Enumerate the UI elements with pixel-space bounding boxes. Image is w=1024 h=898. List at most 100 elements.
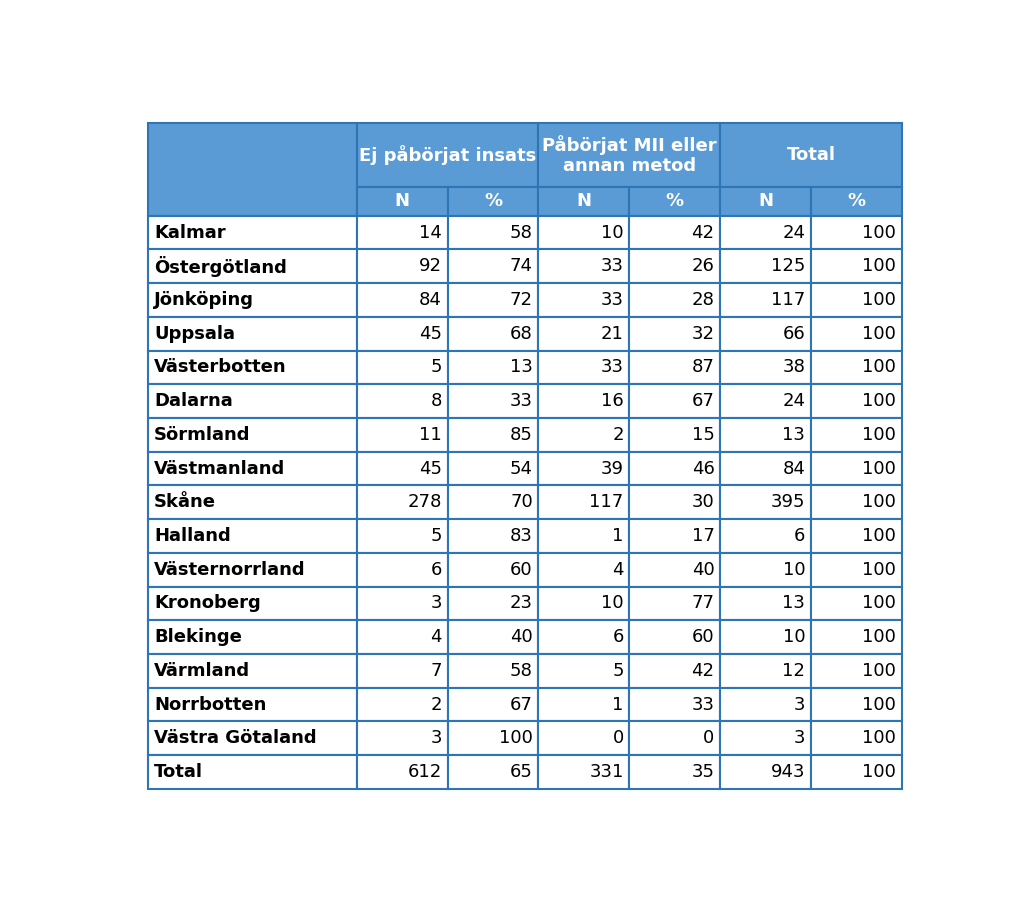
Bar	[630, 216, 720, 250]
Text: 100: 100	[862, 560, 896, 578]
Text: 38: 38	[782, 358, 805, 376]
Text: 117: 117	[771, 291, 805, 309]
Bar	[630, 721, 720, 755]
Bar	[720, 216, 811, 250]
Text: 331: 331	[590, 763, 624, 781]
Text: 3: 3	[794, 729, 805, 747]
Bar	[720, 755, 811, 788]
Text: 28: 28	[691, 291, 715, 309]
Bar	[630, 486, 720, 519]
Bar	[720, 384, 811, 418]
Text: %: %	[847, 192, 865, 210]
Bar	[356, 688, 447, 721]
Bar	[811, 721, 902, 755]
Text: Jönköping: Jönköping	[155, 291, 254, 309]
Text: 65: 65	[510, 763, 532, 781]
Bar	[630, 187, 720, 216]
Text: 13: 13	[510, 358, 532, 376]
Bar	[147, 519, 356, 553]
Text: 125: 125	[771, 257, 805, 276]
Text: 33: 33	[691, 696, 715, 714]
Bar	[356, 384, 447, 418]
Text: 13: 13	[782, 426, 805, 444]
Bar	[539, 187, 630, 216]
Bar	[720, 553, 811, 586]
Text: Västra Götaland: Västra Götaland	[155, 729, 316, 747]
Text: 70: 70	[510, 493, 532, 511]
Text: 100: 100	[499, 729, 532, 747]
Text: Västmanland: Västmanland	[155, 460, 286, 478]
Text: 100: 100	[862, 527, 896, 545]
Bar	[630, 317, 720, 350]
Bar	[811, 519, 902, 553]
Bar	[630, 586, 720, 621]
Bar	[811, 317, 902, 350]
Bar	[630, 755, 720, 788]
Bar	[147, 123, 356, 216]
Bar	[447, 519, 539, 553]
Bar	[147, 755, 356, 788]
Text: 23: 23	[510, 594, 532, 612]
Text: Dalarna: Dalarna	[155, 392, 232, 410]
Bar	[147, 553, 356, 586]
Bar	[447, 250, 539, 283]
Text: Total: Total	[155, 763, 203, 781]
Text: 74: 74	[510, 257, 532, 276]
Bar	[539, 123, 720, 187]
Bar	[356, 283, 447, 317]
Text: 395: 395	[771, 493, 805, 511]
Text: 100: 100	[862, 392, 896, 410]
Text: 54: 54	[510, 460, 532, 478]
Bar	[811, 553, 902, 586]
Text: 39: 39	[601, 460, 624, 478]
Text: Norrbotten: Norrbotten	[155, 696, 266, 714]
Text: Total: Total	[786, 146, 836, 164]
Bar	[630, 452, 720, 486]
Bar	[720, 519, 811, 553]
Bar	[539, 418, 630, 452]
Bar	[630, 688, 720, 721]
Bar	[630, 553, 720, 586]
Text: 3: 3	[430, 594, 442, 612]
Bar	[447, 283, 539, 317]
Text: 11: 11	[419, 426, 442, 444]
Bar	[811, 452, 902, 486]
Bar	[811, 350, 902, 384]
Text: 100: 100	[862, 358, 896, 376]
Bar	[356, 123, 539, 187]
Text: 87: 87	[691, 358, 715, 376]
Bar	[447, 187, 539, 216]
Text: Påbörjat MII eller
annan metod: Påbörjat MII eller annan metod	[542, 135, 717, 175]
Bar	[147, 486, 356, 519]
Text: 35: 35	[691, 763, 715, 781]
Text: %: %	[666, 192, 684, 210]
Bar	[447, 586, 539, 621]
Text: 66: 66	[782, 325, 805, 343]
Text: 40: 40	[510, 628, 532, 647]
Text: 100: 100	[862, 224, 896, 242]
Text: 100: 100	[862, 696, 896, 714]
Text: 0: 0	[703, 729, 715, 747]
Text: 24: 24	[782, 224, 805, 242]
Text: 92: 92	[419, 257, 442, 276]
Bar	[811, 755, 902, 788]
Bar	[147, 418, 356, 452]
Text: 15: 15	[691, 426, 715, 444]
Text: N: N	[758, 192, 773, 210]
Bar	[356, 586, 447, 621]
Text: 14: 14	[419, 224, 442, 242]
Bar	[539, 621, 630, 654]
Bar	[720, 621, 811, 654]
Bar	[630, 350, 720, 384]
Bar	[811, 283, 902, 317]
Text: %: %	[484, 192, 502, 210]
Bar	[147, 250, 356, 283]
Bar	[356, 721, 447, 755]
Text: 84: 84	[419, 291, 442, 309]
Bar	[720, 317, 811, 350]
Text: 7: 7	[430, 662, 442, 680]
Text: 8: 8	[431, 392, 442, 410]
Text: N: N	[577, 192, 591, 210]
Text: 100: 100	[862, 493, 896, 511]
Text: 84: 84	[782, 460, 805, 478]
